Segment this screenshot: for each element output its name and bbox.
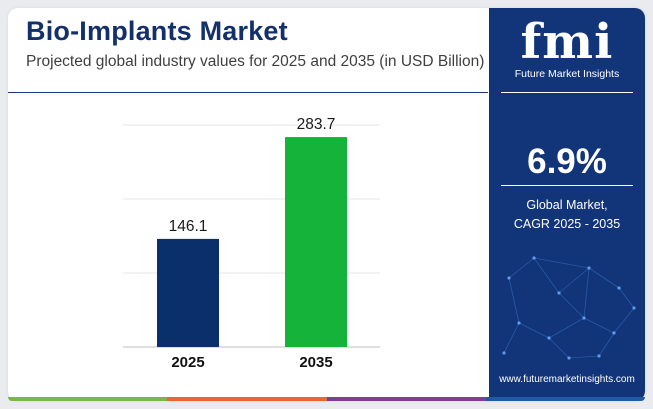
network-node (587, 266, 591, 270)
strip-segment (485, 397, 645, 401)
network-node (532, 256, 536, 260)
network-link (503, 322, 520, 354)
network-node (617, 286, 621, 290)
network-link (548, 317, 585, 339)
network-link (618, 287, 635, 309)
panel-divider-top (501, 92, 633, 93)
website-link[interactable]: www.futuremarketinsights.com (499, 374, 635, 385)
bar-2025 (157, 238, 219, 347)
strip-segment (167, 397, 327, 401)
network-link (583, 317, 615, 334)
cagr-label-line2: CAGR 2025 - 2035 (513, 217, 621, 231)
strip-segment (326, 397, 486, 401)
fmi-logo: fmi Future Market Insights (489, 18, 645, 80)
chart-subtitle: Projected global industry values for 202… (26, 53, 485, 70)
network-link (568, 355, 600, 359)
network-node (597, 354, 601, 358)
network-link (598, 332, 615, 357)
network-link (548, 337, 570, 359)
cagr-label-line1: Global Market, (526, 198, 608, 212)
network-node (567, 356, 571, 360)
x-tick-label-2035: 2035 (299, 354, 332, 371)
network-link (533, 257, 590, 269)
network-link (558, 292, 585, 319)
network-link (508, 257, 535, 279)
network-decoration-icon (502, 256, 636, 360)
network-link (583, 267, 590, 319)
network-node (612, 331, 616, 335)
network-link (558, 267, 590, 294)
cagr-label: Global Market, CAGR 2025 - 2035 (489, 196, 645, 234)
network-node (517, 321, 521, 325)
network-node (632, 306, 636, 310)
data-label-2025: 146.1 (169, 218, 208, 235)
strip-segment (8, 397, 168, 401)
network-link (508, 277, 520, 324)
network-node (502, 351, 506, 355)
logo-mark: fmi (520, 14, 614, 70)
infographic-card: Bio-Implants Market Projected global ind… (8, 8, 645, 401)
network-link (518, 322, 550, 339)
data-label-2035: 283.7 (297, 116, 336, 133)
bottom-color-strip (8, 397, 645, 401)
network-node (557, 291, 561, 295)
bar-2035 (285, 137, 347, 347)
bar-chart: 146.1 2025 283.7 2035 (123, 116, 380, 371)
logo-subtitle: Future Market Insights (514, 68, 620, 80)
panel-divider-mid (501, 185, 633, 186)
network-link (613, 307, 635, 334)
header-divider (8, 92, 488, 93)
x-tick-label-2025: 2025 (171, 354, 204, 371)
chart-title: Bio-Implants Market (26, 16, 288, 46)
network-link (533, 257, 560, 294)
network-node (507, 276, 511, 280)
network-node (547, 336, 551, 340)
network-link (588, 267, 620, 289)
side-panel: fmi Future Market Insights 6.9% Global M… (489, 8, 645, 401)
network-node (582, 316, 586, 320)
cagr-value: 6.9% (527, 142, 607, 181)
